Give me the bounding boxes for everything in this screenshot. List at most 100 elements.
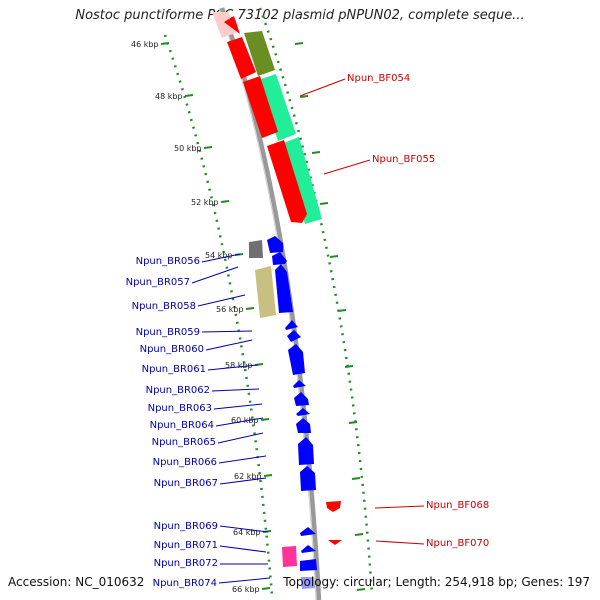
tick-label: 58 kbp bbox=[225, 361, 253, 370]
tick-label: 46 kbp bbox=[131, 40, 159, 49]
cog-feature bbox=[244, 31, 275, 76]
reverse-label-connector bbox=[201, 253, 241, 263]
forward-gene-label: Npun_BF055 bbox=[372, 154, 435, 165]
reverse-gene-label: Npun_BR057 bbox=[126, 277, 190, 288]
forward-gene bbox=[328, 540, 342, 545]
forward-gene bbox=[326, 501, 341, 512]
reverse-gene-label: Npun_BR056 bbox=[136, 256, 200, 267]
forward-gene-label: Npun_BF054 bbox=[347, 73, 410, 84]
reverse-gene bbox=[296, 408, 310, 416]
tick-labels: 46 kbp 48 kbp 50 kbp 52 kbp 54 kbp 56 kbp 58 k… bbox=[131, 40, 366, 594]
cog-feature bbox=[249, 240, 263, 258]
reverse-gene bbox=[288, 344, 305, 375]
reverse-label-connector bbox=[205, 339, 253, 351]
tick-label: 62 kbp bbox=[234, 472, 262, 481]
forward-label-connector bbox=[323, 159, 371, 175]
reverse-label-connector bbox=[213, 403, 263, 410]
reverse-label-connector bbox=[201, 330, 253, 333]
cog-feature bbox=[255, 266, 276, 318]
reverse-gene bbox=[272, 252, 287, 265]
reverse-gene bbox=[285, 320, 298, 330]
cog-feature bbox=[281, 137, 322, 224]
forward-gene-label: Npun_BF068 bbox=[426, 500, 489, 511]
reverse-gene-label: Npun_BR059 bbox=[136, 327, 200, 338]
reverse-gene-label: Npun_BR060 bbox=[140, 344, 204, 355]
tick-mark bbox=[245, 307, 255, 310]
reverse-gene-label: Npun_BR061 bbox=[142, 364, 206, 375]
reverse-gene bbox=[300, 559, 317, 571]
forward-label-connector bbox=[375, 540, 425, 545]
outer-tick-mark bbox=[319, 202, 329, 205]
outer-tick-mark bbox=[337, 309, 347, 312]
reverse-gene-label: Npun_BR062 bbox=[146, 385, 210, 396]
reverse-gene bbox=[298, 437, 314, 465]
forward-label-connector bbox=[374, 505, 425, 509]
tick-mark bbox=[203, 146, 213, 149]
reverse-gene-label: Npun_BR074 bbox=[153, 578, 217, 589]
cog-feature bbox=[258, 74, 296, 141]
reverse-label-connector bbox=[219, 545, 267, 553]
outer-tick-mark bbox=[294, 42, 304, 45]
reverse-gene bbox=[301, 577, 315, 589]
reverse-label-connector bbox=[215, 417, 264, 427]
tick-label: 64 kbp bbox=[233, 528, 261, 537]
label-connectors bbox=[191, 78, 425, 584]
forward-gene bbox=[227, 37, 256, 79]
accession-text: Accession: NC_010632 bbox=[8, 575, 145, 589]
gene-features bbox=[212, 12, 342, 589]
topology-text: Topology: circular; Length: 254,918 bp; … bbox=[283, 575, 590, 589]
reverse-gene-label: Npun_BR063 bbox=[148, 403, 212, 414]
outer-tick-mark bbox=[329, 255, 339, 258]
forward-label-connector bbox=[299, 78, 346, 97]
reverse-gene-label: Npun_BR072 bbox=[154, 558, 218, 569]
tick-label: 54 kbp bbox=[205, 251, 233, 260]
reverse-gene bbox=[287, 330, 301, 342]
tick-label: 52 kbp bbox=[191, 198, 219, 207]
reverse-label-connector bbox=[191, 266, 239, 284]
tick-label: 50 kbp bbox=[174, 144, 202, 153]
reverse-label-connector bbox=[218, 577, 271, 584]
outer-tick-mark bbox=[351, 477, 361, 480]
tick-mark bbox=[260, 418, 270, 421]
tick-label: 66 kbp bbox=[232, 585, 260, 594]
reverse-gene-label: Npun_BR065 bbox=[152, 437, 216, 448]
tick-mark bbox=[184, 94, 194, 97]
reverse-gene bbox=[267, 236, 283, 253]
forward-gene bbox=[243, 76, 278, 138]
forward-gene-label: Npun_BF070 bbox=[426, 538, 489, 549]
reverse-label-connector bbox=[197, 294, 246, 307]
reverse-gene-label: Npun_BR058 bbox=[132, 301, 196, 312]
outer-tick-mark bbox=[348, 421, 358, 424]
reverse-label-connector bbox=[207, 364, 259, 371]
map-title: Nostoc punctiforme PCC 73102 plasmid pNP… bbox=[75, 8, 525, 23]
reverse-label-connector bbox=[211, 388, 260, 392]
tick-mark bbox=[220, 200, 230, 203]
tick-mark bbox=[160, 42, 170, 45]
reverse-gene bbox=[275, 264, 293, 313]
cog-feature bbox=[282, 546, 297, 567]
outer-tick-mark bbox=[344, 365, 354, 368]
reverse-gene-label: Npun_BR064 bbox=[150, 420, 214, 431]
outer-tick-mark bbox=[354, 533, 364, 536]
gene-arrow bbox=[224, 16, 240, 34]
reverse-label-connector bbox=[217, 432, 264, 444]
tick-label: 48 kbp bbox=[155, 92, 183, 101]
outer-tick-mark bbox=[299, 95, 309, 98]
outer-tick-mark bbox=[356, 588, 366, 591]
reverse-label-connector bbox=[218, 455, 267, 464]
reverse-gene bbox=[296, 418, 311, 433]
reverse-gene-label: Npun_BR067 bbox=[154, 478, 218, 489]
tick-label: 60 kbp bbox=[231, 416, 259, 425]
tick-label: 56 kbp bbox=[216, 305, 244, 314]
reverse-gene bbox=[300, 527, 316, 536]
gene-arrow bbox=[212, 12, 238, 38]
reverse-gene bbox=[293, 380, 306, 388]
reverse-label-connector bbox=[219, 525, 269, 533]
gene-labels: Npun_BF054 Npun_BF055 Npun_BF068 Npun_BF070… bbox=[126, 73, 490, 589]
reverse-gene-label: Npun_BR071 bbox=[154, 540, 218, 551]
reverse-gene bbox=[300, 466, 316, 491]
reverse-label-connector bbox=[219, 477, 267, 485]
tick-mark bbox=[263, 474, 273, 477]
outer-tick-mark bbox=[311, 151, 321, 154]
